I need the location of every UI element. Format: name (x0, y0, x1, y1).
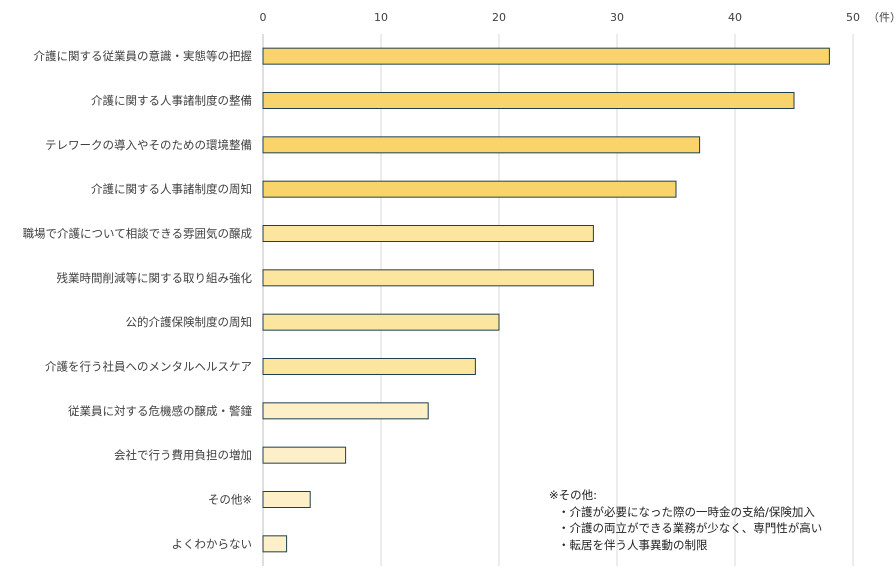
bar (262, 491, 311, 508)
category-label: 介護に関する人事諸制度の整備 (91, 94, 252, 108)
gridlines (380, 34, 854, 566)
unit-label: （件） (868, 11, 896, 24)
bar (262, 92, 795, 109)
bar (262, 269, 594, 287)
footnote: ※その他: ・介護が必要になった際の一時金の支給/保険加入 ・介護の両立ができる… (549, 487, 822, 553)
bar (262, 47, 830, 65)
category-label: 公的介護保険制度の周知 (126, 315, 253, 329)
x-axis-ticks: 0 10 20 30 40 50 (260, 11, 861, 24)
x-tick-label: 40 (728, 11, 742, 24)
x-tick-label: 0 (260, 11, 267, 24)
category-label: 介護に関する人事諸制度の周知 (91, 182, 252, 196)
x-tick-label: 20 (492, 11, 506, 24)
category-label: 会社で行う費用負担の増加 (114, 448, 252, 462)
category-label: よくわからない (172, 537, 253, 551)
footnote-item: ・転居を伴う人事異動の制限 (558, 537, 708, 552)
category-label: 介護に関する従業員の意識・実態等の把握 (34, 49, 253, 63)
x-tick-label: 10 (374, 11, 388, 24)
category-label: 職場で介護について相談できる雰囲気の醸成 (23, 227, 253, 241)
category-label: その他※ (208, 493, 252, 507)
bar (262, 136, 701, 154)
category-label: 従業員に対する危機感の醸成・警鐘 (68, 404, 252, 418)
bar (262, 358, 476, 375)
bars (262, 47, 830, 553)
bar (262, 313, 500, 331)
bar (262, 535, 288, 553)
category-label: テレワークの導入やそのための環境整備 (45, 138, 252, 152)
footnote-item: ・介護が必要になった際の一時金の支給/保険加入 (558, 504, 815, 519)
category-label: 残業時間削減等に関する取り組み強化 (57, 271, 253, 285)
category-label: 介護を行う社員へのメンタルヘルスケア (45, 360, 252, 374)
footnote-item: ・介護の両立ができる業務が少なく、専門性が高い (558, 521, 823, 535)
bar (262, 180, 677, 198)
footnote-title: ※その他: (549, 488, 598, 502)
x-tick-label: 50 (846, 11, 860, 24)
x-tick-label: 30 (610, 11, 624, 24)
bar (262, 225, 594, 242)
bar (262, 402, 429, 420)
category-labels: 介護に関する従業員の意識・実態等の把握介護に関する人事諸制度の整備テレワークの導… (23, 49, 253, 551)
bar (262, 446, 347, 464)
